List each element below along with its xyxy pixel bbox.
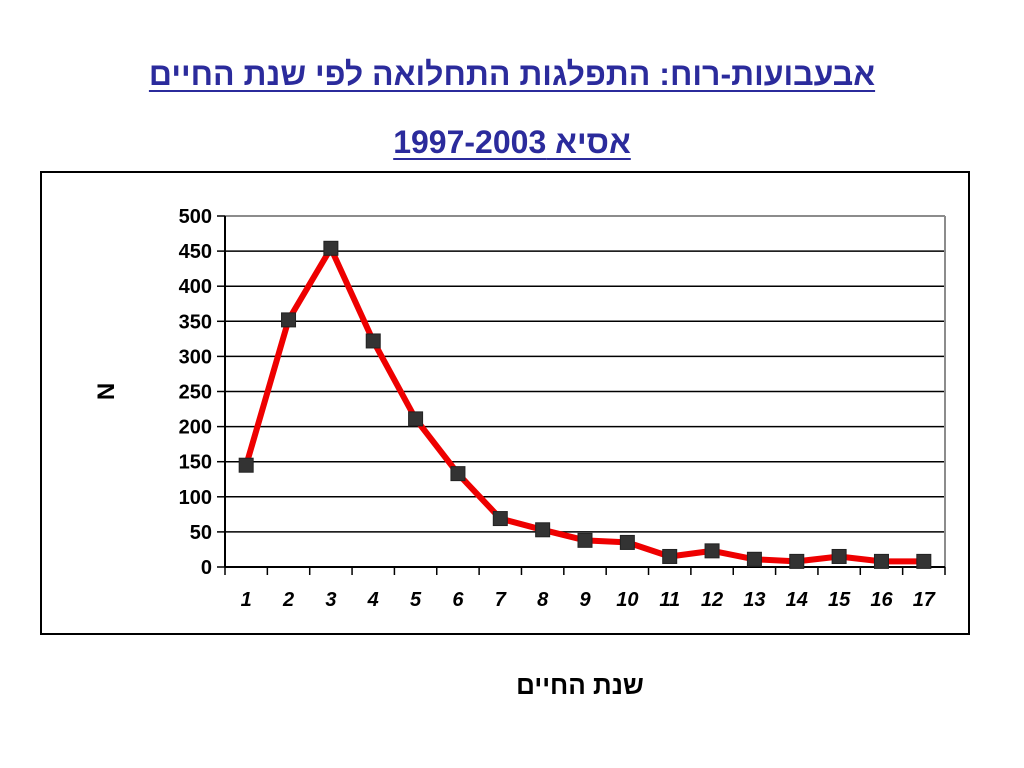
y-tick-label: 200: [179, 417, 212, 439]
y-axis-label: N: [93, 383, 120, 400]
data-point-marker: [492, 511, 508, 527]
data-point-marker: [281, 312, 297, 328]
data-point-marker: [831, 548, 847, 564]
data-point-marker: [408, 411, 424, 427]
series-line: [243, 245, 927, 565]
data-point-marker: [789, 553, 805, 569]
y-tick-label: 250: [179, 382, 212, 404]
data-point-marker: [238, 457, 254, 473]
data-point-marker: [577, 532, 593, 548]
chart-subtitle: אסיא 1997-2003: [393, 124, 631, 160]
x-tick-label: 15: [828, 589, 851, 611]
x-tick-label: 8: [537, 589, 549, 611]
y-tick-label: 500: [179, 206, 212, 228]
data-point-marker: [323, 240, 339, 256]
data-point-marker: [746, 551, 762, 567]
x-tick-label: 11: [659, 589, 680, 611]
chart-title: אבעבועות-רוח: התפלגות התחלואה לפי שנת הח…: [148, 56, 876, 92]
data-point-marker: [450, 466, 466, 482]
x-axis-label: שנת החיים: [516, 670, 644, 700]
data-point-marker: [873, 553, 889, 569]
data-point-marker: [662, 548, 678, 564]
chart-frame: 0 50 100 150 200 250 300 350 400 450 500 1 2 3 4 5 6 7 8 9 1…: [40, 171, 970, 635]
x-tick-label: 1: [241, 589, 252, 611]
data-point-marker: [704, 543, 720, 559]
data-point-marker: [535, 522, 551, 538]
y-tick-label: 400: [179, 276, 212, 298]
x-tick-label: 7: [495, 589, 507, 611]
y-tick-label: 450: [179, 241, 212, 263]
y-tick-label: 50: [190, 522, 212, 544]
x-tick-label: 2: [282, 589, 294, 611]
data-point-marker: [619, 534, 635, 550]
x-tick-label: 13: [743, 589, 765, 611]
y-tick-label: 150: [179, 452, 212, 474]
x-tick-label: 9: [579, 589, 591, 611]
x-tick-label: 10: [616, 589, 638, 611]
x-tick-label: 12: [701, 589, 723, 611]
x-tick-label: 14: [786, 589, 808, 611]
x-tick-label: 16: [870, 589, 893, 611]
y-tick-label: 350: [179, 311, 212, 333]
data-point-marker: [916, 553, 932, 569]
x-tick-label: 3: [325, 589, 336, 611]
x-tick-label: 4: [367, 589, 379, 611]
x-tick-label: 6: [452, 589, 464, 611]
data-point-marker: [365, 333, 381, 349]
y-tick-label: 100: [179, 487, 212, 509]
y-tick-label: 0: [201, 557, 212, 579]
y-tick-label: 300: [179, 346, 212, 368]
x-tick-label: 5: [410, 589, 422, 611]
x-tick-label: 17: [913, 589, 936, 611]
